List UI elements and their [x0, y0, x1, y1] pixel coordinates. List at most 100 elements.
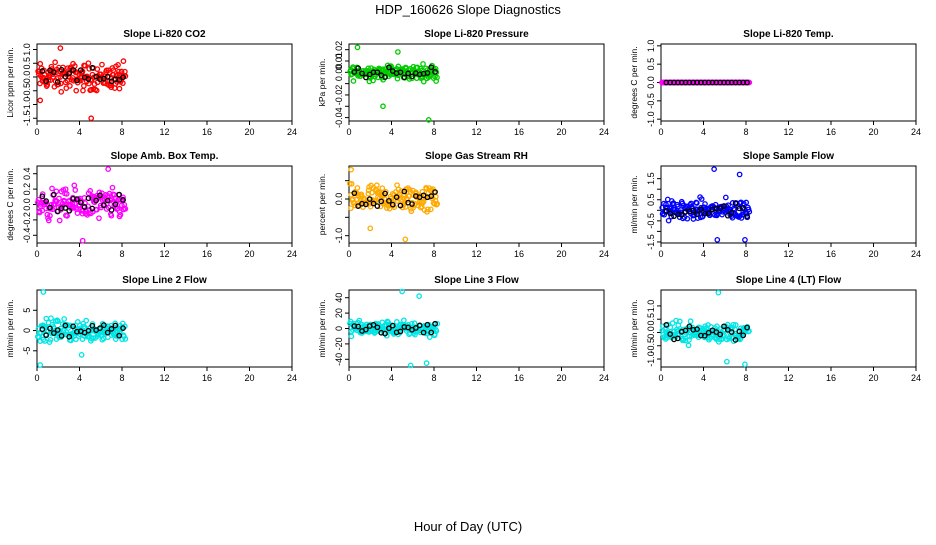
data-point — [702, 201, 708, 207]
reference-point — [432, 69, 438, 75]
data-point — [64, 213, 70, 219]
data-point — [47, 336, 54, 343]
reference-point — [382, 330, 388, 337]
x-tick-label: 8 — [431, 127, 436, 137]
reference-point — [355, 323, 362, 330]
reference-point — [740, 205, 747, 211]
x-tick-label: 24 — [287, 249, 297, 259]
panel-8: Slope Line 3 Flow 0 4 8 12 16 20 24 -40 -20 0 20 40 m… — [317, 275, 609, 383]
reference-point — [705, 210, 712, 217]
x-tick-label: 24 — [287, 373, 297, 383]
y-tick-label: 0.00 — [334, 64, 344, 82]
outlier-point — [724, 358, 730, 365]
data-point — [116, 209, 123, 215]
reference-point — [389, 201, 396, 208]
outlier-point — [416, 293, 422, 300]
y-tick-label: -0.04 — [334, 107, 344, 128]
reference-point — [728, 329, 735, 335]
outlier-point — [742, 236, 748, 243]
reference-point — [120, 325, 126, 331]
data-point — [119, 80, 126, 87]
data-point — [108, 212, 115, 219]
reference-point — [736, 328, 743, 335]
reference-point — [432, 189, 438, 195]
x-tick-label: 12 — [159, 373, 169, 383]
data-point — [82, 62, 88, 69]
data-point — [373, 182, 380, 189]
y-axis-label: Licor ppm per min. — [5, 47, 15, 117]
data-point — [73, 87, 80, 94]
reference-point — [62, 73, 69, 80]
outlier-point — [423, 360, 430, 366]
data-point — [55, 318, 61, 325]
x-tick-label: 4 — [77, 373, 82, 383]
reference-point — [705, 329, 712, 336]
x-tick-label: 0 — [34, 127, 39, 137]
reference-point — [428, 193, 435, 199]
data-point — [112, 320, 118, 327]
y-axis-label: kPa per min. — [317, 59, 327, 107]
x-tick-label: 24 — [911, 127, 921, 137]
reference-point — [401, 188, 408, 195]
x-tick-label: 12 — [159, 127, 169, 137]
panel-6: Slope Sample Flow 0 4 8 12 16 20 24 -1.5 -0.5 0.5 1… — [629, 151, 921, 259]
data-point — [348, 180, 355, 187]
data-point — [49, 185, 55, 192]
y-tick-label: 1.0 — [646, 300, 656, 313]
x-tick-label: 0 — [658, 127, 663, 137]
data-point — [738, 215, 745, 221]
reference-point — [374, 203, 381, 209]
reference-point — [366, 196, 373, 202]
panel-9: Slope Line 4 (LT) Flow 0 4 8 12 16 20 24 -1.0-0.… — [629, 275, 921, 383]
x-tick-label: 16 — [826, 127, 836, 137]
reference-point — [744, 324, 750, 331]
data-point — [108, 84, 115, 91]
data-point — [354, 185, 361, 191]
data-point — [93, 87, 100, 94]
reference-point — [81, 204, 88, 210]
reference-point — [77, 199, 84, 206]
reference-point — [393, 194, 400, 200]
outlier-point — [380, 103, 386, 110]
y-axis-label: ml/min per min. — [629, 299, 639, 357]
data-point — [110, 67, 117, 74]
reference-point — [58, 332, 65, 339]
reference-point — [104, 329, 111, 336]
panel-title: Slope Gas Stream RH — [425, 151, 528, 162]
x-tick-label: 24 — [599, 373, 609, 383]
data-point — [356, 317, 363, 324]
x-tick-label: 16 — [514, 249, 524, 259]
reference-point — [47, 204, 53, 211]
reference-point — [351, 69, 358, 75]
reference-point — [663, 322, 670, 328]
data-point — [667, 324, 674, 331]
data-point — [63, 191, 70, 197]
x-tick-label: 4 — [77, 249, 82, 259]
reference-point — [389, 322, 396, 329]
data-point — [684, 215, 691, 222]
reference-point — [39, 193, 46, 200]
x-tick-label: 0 — [346, 127, 351, 137]
outlier-point — [78, 351, 85, 358]
data-point — [37, 60, 44, 67]
outlier-point — [367, 225, 374, 232]
y-tick-label: 1.0 — [22, 43, 32, 56]
x-tick-label: 8 — [119, 249, 124, 259]
reference-point — [77, 67, 84, 73]
reference-point — [382, 74, 388, 80]
reference-point — [732, 337, 739, 343]
reference-point — [728, 209, 735, 216]
x-tick-label: 24 — [287, 127, 297, 137]
outlier-point — [79, 237, 86, 244]
data-point — [426, 334, 433, 340]
reference-point — [744, 213, 750, 219]
outlier-point — [40, 289, 47, 295]
x-tick-label: 16 — [202, 249, 212, 259]
reference-point — [401, 74, 408, 81]
y-tick-label: 40 — [334, 293, 344, 303]
reference-point — [54, 327, 61, 333]
data-point — [48, 315, 54, 322]
panel-title: Slope Line 2 Flow — [122, 275, 207, 286]
